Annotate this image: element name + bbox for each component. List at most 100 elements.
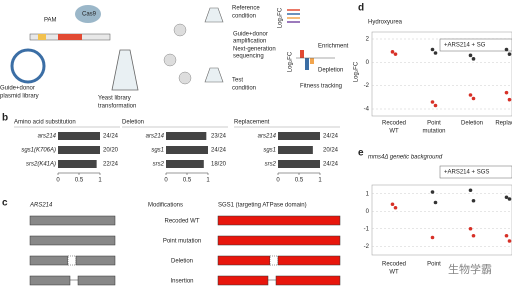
point: [507, 239, 512, 243]
point: [504, 47, 509, 52]
test: condition: [232, 86, 256, 92]
x-tick-label: mutation: [422, 129, 445, 135]
watermark: 生物学霸: [448, 262, 492, 276]
sequencing: Next-generation: [233, 47, 276, 53]
library: Guide+donor: [0, 86, 35, 92]
panel-e: 1 0 -1 -2 +ARS214 + SGS Recoded WT Point: [364, 165, 512, 276]
panel-label: d: [358, 3, 364, 14]
cas9: Cas9: [82, 12, 97, 18]
y-label: Log₂FC: [354, 61, 360, 82]
point: [471, 57, 476, 61]
log2fc: Log₂FC: [278, 7, 284, 28]
x-tick-label: WT: [389, 270, 399, 276]
tick-label: 1: [98, 178, 102, 184]
row-name: sgs1: [263, 148, 276, 154]
panel-d: 2 0 -2 -4 +ARS214 + SG Recoded WT Point mutation…: [364, 31, 512, 135]
point: [507, 97, 512, 102]
guide: [38, 34, 46, 40]
c-row: Insertion: [170, 279, 193, 285]
y-tick-label: -4: [364, 107, 370, 113]
bar: [166, 160, 204, 168]
y-tick-label: -1: [364, 226, 370, 232]
row-name: ars214: [38, 134, 57, 140]
count: 20/24: [323, 148, 339, 154]
log2fc: Log₂FC: [288, 51, 294, 72]
tick-label: 0.5: [75, 178, 84, 184]
x-tick-label: Point: [427, 121, 441, 127]
point: [430, 47, 435, 52]
bar: [58, 146, 100, 154]
d-title: Hydroxyurea: [368, 20, 403, 26]
c-row: Deletion: [171, 259, 193, 265]
test: Test: [232, 78, 243, 84]
x-tick-label: Recoded: [382, 121, 406, 127]
y-tick-label: -2: [364, 244, 370, 250]
reference: condition: [232, 14, 256, 20]
depletion: Depletion: [318, 68, 343, 74]
tick-label: 1: [206, 178, 210, 184]
count: 24/24: [323, 162, 339, 168]
tick-label: 1: [318, 178, 322, 184]
point: [433, 51, 438, 55]
count: 24/24: [211, 148, 227, 154]
point: [471, 198, 476, 203]
point: [504, 233, 509, 238]
c-mid-title: Modifications: [148, 203, 183, 209]
point: [507, 197, 512, 201]
bar: [166, 132, 207, 140]
bar: [278, 146, 313, 154]
pam: PAM: [44, 18, 57, 24]
x-tick-label: Deletion: [461, 121, 483, 127]
panel-c-shapes: [29, 215, 341, 286]
y-tick-label: 2: [366, 37, 370, 43]
plasmid: [10, 48, 46, 84]
point: [433, 200, 438, 205]
y-tick-label: 0: [366, 60, 370, 66]
bar: [166, 146, 208, 154]
bar: [58, 132, 100, 140]
c-left-title: ARS214: [29, 203, 53, 209]
count: 22/24: [103, 162, 119, 168]
point: [504, 195, 509, 200]
count: 20/20: [103, 148, 119, 154]
donor: [58, 34, 82, 40]
point: [430, 100, 435, 104]
point: [430, 190, 435, 194]
reference: Reference: [232, 6, 260, 12]
y-tick-label: 0: [366, 209, 370, 215]
cell: [178, 71, 192, 85]
panel-label: b: [2, 113, 8, 124]
tick-label: 0: [164, 178, 168, 184]
frame: [371, 31, 512, 117]
count: 24/24: [103, 134, 119, 140]
row-name: ars214: [146, 134, 165, 140]
panel-label: e: [358, 148, 364, 159]
cell: [163, 53, 177, 67]
c-row: Point mutation: [163, 239, 201, 245]
tick-label: 0.5: [183, 178, 192, 184]
transformation: Yeast library: [98, 96, 131, 102]
cas9-shape: [75, 5, 101, 23]
point: [471, 96, 476, 101]
x-tick-label: Replacen: [495, 121, 512, 127]
point: [504, 90, 509, 95]
library: plasmid library: [0, 94, 39, 100]
count: 23/24: [211, 134, 227, 140]
row-name: ars214: [258, 134, 277, 140]
point: [471, 233, 476, 238]
point: [430, 235, 435, 240]
panel-b: Amino acid substitution ars214 24/24 sgs1(K…: [14, 120, 340, 184]
point: [390, 50, 395, 54]
x-tick-label: Point: [427, 262, 441, 268]
count: 24/24: [323, 134, 339, 140]
panel-label: c: [2, 198, 8, 209]
transformation: transformation: [98, 104, 136, 110]
fitness: Fitness tracking: [300, 84, 342, 90]
row-name: srs2: [153, 162, 165, 168]
sequencing: sequencing: [233, 54, 264, 60]
point: [468, 53, 473, 58]
flask: [111, 49, 139, 91]
legend-box: [439, 165, 512, 179]
point: [468, 226, 473, 231]
